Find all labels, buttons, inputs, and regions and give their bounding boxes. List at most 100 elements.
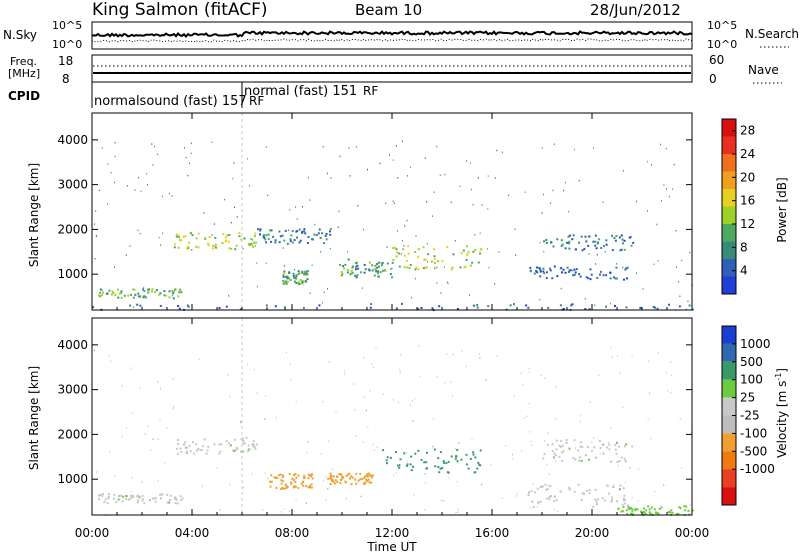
velocity-echo [650,513,653,516]
velocity-echo [288,473,291,476]
velocity-noise-echo [166,427,168,429]
power-noise-echo [459,185,461,187]
velocity-echo [361,477,364,480]
velocity-echo [125,495,128,497]
velocity-noise-echo [353,383,355,385]
velocity-echo [309,474,311,477]
power-noise-echo [236,216,238,218]
power-noise-echo [327,288,328,290]
power-echo [678,305,681,308]
power-noise-echo [588,253,590,255]
power-echo [214,243,217,246]
velocity-echo [385,459,388,462]
velocity-echo [161,493,164,496]
velocity-echo [477,461,480,464]
power-echo [285,275,287,278]
velocity-echo [334,482,336,485]
power-noise-echo [494,177,496,179]
velocity-echo [588,458,590,461]
velocity-echo [121,500,124,503]
power-colorbar-tick-label: 16 [740,194,755,208]
power-echo [381,261,384,264]
velocity-echo [555,448,558,451]
velocity-echo [434,465,437,468]
power-noise-echo [479,232,481,234]
power-noise-echo [415,277,416,280]
power-echo [195,237,198,240]
velocity-echo [106,502,109,505]
velocity-colorbar: 1000 500 100 25 -25 -100 -500 -1000 [721,325,775,506]
velocity-echo [302,484,305,487]
velocity-noise-echo [547,484,549,487]
power-echo [264,238,267,241]
power-echo [298,241,301,244]
power-echo [175,235,178,238]
power-noise-echo [190,142,192,145]
power-noise-echo [406,175,408,177]
velocity-echo [622,487,625,490]
velocity-echo [618,445,621,448]
power-noise-echo [114,266,115,268]
power-echo [292,275,295,278]
velocity-echo [136,501,139,504]
power-noise-echo [424,157,426,159]
power-echo [123,294,126,297]
velocity-echo [648,511,651,514]
power-noise-echo [553,143,555,145]
velocity-noise-echo [240,421,242,423]
power-echo [127,294,130,297]
power-echo [225,305,228,308]
velocity-echo [531,500,534,503]
power-echo [539,275,542,278]
power-echo [342,265,344,268]
power-noise-echo [498,251,500,253]
power-noise-echo [302,206,303,208]
velocity-echo [622,499,625,502]
velocity-noise-echo [424,509,426,511]
power-echo [509,304,512,307]
power-echo [174,288,177,291]
power-colorbar-swatch [722,119,736,137]
power-noise-echo [288,229,290,232]
velocity-noise-echo [501,497,503,499]
power-noise-echo [348,147,350,149]
power-echo [306,270,309,273]
velocity-echo [593,446,596,449]
power-echo [317,232,320,235]
power-echo [389,273,392,276]
power-noise-echo [550,202,552,204]
power-echo [463,266,466,269]
velocity-echo [616,441,618,444]
velocity-echo [247,444,250,447]
power-noise-echo [146,172,148,175]
power-noise-echo [191,249,193,251]
power-noise-echo [415,235,417,237]
velocity-noise-echo [400,353,402,356]
power-echo [609,277,612,280]
velocity-noise-echo [369,390,371,392]
velocity-noise-echo [262,509,264,511]
power-echo [282,279,285,282]
power-noise-echo [389,154,391,156]
power-echo [397,252,400,255]
power-noise-echo [426,242,428,245]
velocity-echo [297,486,300,489]
velocity-echo [539,500,542,503]
power-echo [301,230,304,233]
power-noise-echo [110,172,112,174]
power-noise-echo [402,240,404,242]
velocity-echo [642,511,645,513]
velocity-echo [370,474,373,477]
velocity-noise-echo [126,427,127,429]
power-echo [224,240,227,243]
velocity-echo [577,449,579,452]
power-echo [417,307,420,310]
velocity-echo [399,458,402,461]
power-noise-echo [114,142,116,144]
velocity-echo [610,499,613,501]
velocity-echo [552,455,555,458]
velocity-noise-echo [530,440,532,443]
velocity-noise-echo [522,383,524,386]
velocity-echo [423,461,426,464]
velocity-echo [476,467,479,470]
